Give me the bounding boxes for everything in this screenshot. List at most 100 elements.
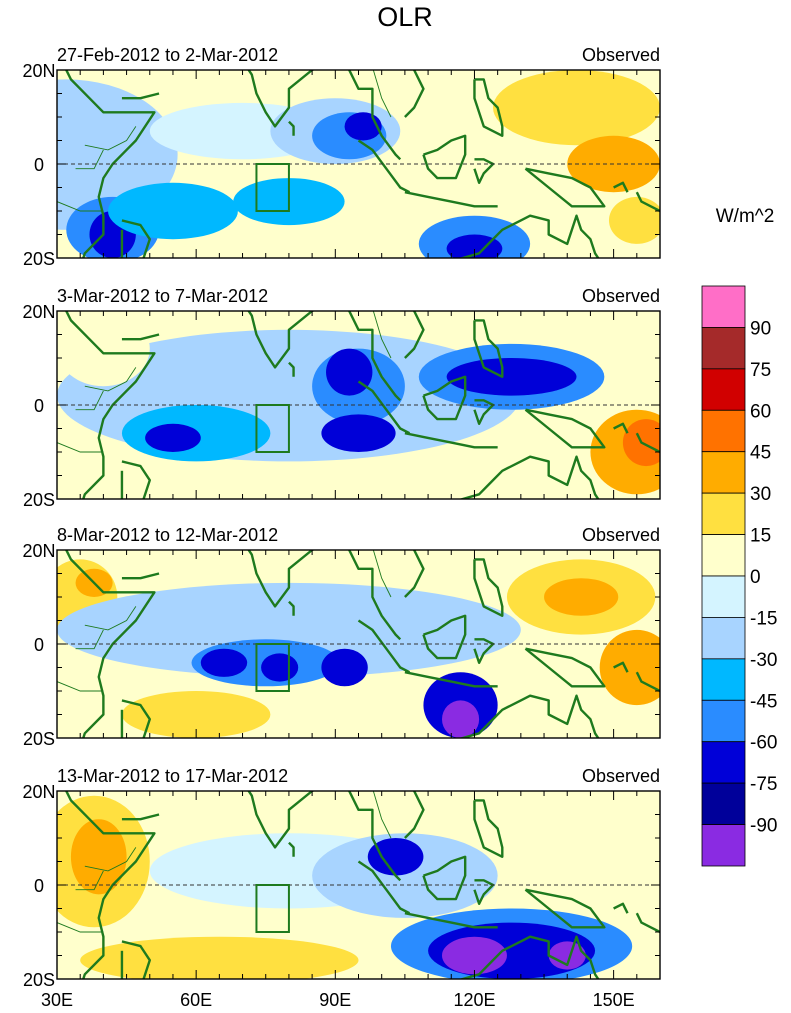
lat-tick-label: 20N (22, 541, 55, 561)
chart-title: OLR (377, 2, 433, 32)
index-box (255, 163, 290, 212)
coastline (121, 940, 151, 979)
colorbar-label: 15 (750, 526, 771, 547)
country-border (84, 606, 137, 631)
panel-period: 13-Mar-2012 to 17-Mar-2012 (57, 766, 288, 786)
lat-tick-label: 20N (22, 61, 55, 81)
colorbar-label: -30 (750, 650, 777, 671)
lon-tick-label: 90E (319, 990, 351, 1010)
olr-anomaly-2 (70, 819, 127, 895)
coastline (121, 460, 151, 499)
olr-anomaly-14 (608, 196, 660, 244)
country-border (75, 870, 104, 891)
country-border (372, 550, 392, 598)
lat-tick-label: 20N (22, 302, 55, 322)
lat-tick-label: 0 (34, 876, 44, 896)
colorbar-swatch (701, 492, 746, 535)
country-border (57, 922, 104, 933)
colorbar-label: -75 (750, 774, 777, 795)
panel-period: 3-Mar-2012 to 7-Mar-2012 (57, 286, 268, 306)
coastline (613, 422, 629, 434)
coastline (121, 92, 160, 100)
coastline (288, 120, 295, 136)
olr-anomaly-7 (261, 653, 299, 682)
olr-anomaly-4 (57, 582, 521, 677)
colorbar-label: 0 (750, 567, 761, 588)
map-panel-3: 20N 0 20S 8-Mar-2012 to 12-Mar-2012 Observed (22, 525, 661, 749)
coastline (404, 671, 498, 688)
index-box (255, 643, 290, 692)
lat-tick-label: 20S (23, 970, 55, 990)
country-border (84, 847, 137, 872)
map-panels: 20N 0 20S 27-Feb-2012 to 2-Mar-2012 Observed… (22, 45, 661, 1010)
coastline (357, 380, 411, 435)
coastline (121, 333, 160, 341)
lon-tick-label: 150E (593, 990, 635, 1010)
olr-anomaly-5 (312, 833, 498, 918)
coastline (247, 791, 315, 849)
olr-anomaly-13 (599, 629, 660, 706)
colorbar-label: -90 (750, 816, 777, 837)
coastline (422, 375, 467, 421)
colorbar-swatch (701, 409, 746, 453)
coastline (524, 167, 606, 208)
coastline (404, 311, 425, 359)
olr-anomaly-12 (493, 70, 660, 146)
lon-tick-label: 30E (41, 990, 73, 1010)
coastline (613, 902, 629, 914)
colorbar-swatch (701, 741, 746, 784)
coastline (64, 791, 156, 979)
colorbar: 90 75 60 45 30 15 0 -15 -30 -45 -60 -75 -90 (701, 285, 777, 867)
coastline (404, 550, 425, 598)
olr-anomaly-6 (200, 648, 248, 677)
lat-tick-label: 0 (34, 155, 44, 175)
olr-anomaly-6 (321, 414, 396, 453)
colorbar-swatch (701, 368, 746, 411)
colorbar-swatch (701, 285, 746, 328)
coastline (473, 78, 504, 138)
coastline (121, 219, 151, 258)
units-label: W/m^2 (716, 206, 775, 227)
colorbar-swatch (701, 782, 746, 825)
country-border (57, 442, 104, 453)
olr-anomaly-3 (121, 691, 271, 738)
olr-anomaly-3 (145, 423, 201, 452)
olr-anomaly-9 (441, 936, 507, 975)
olr-anomaly-11 (446, 234, 503, 258)
map-panel-2: 20N 0 20S 3-Mar-2012 to 7-Mar-2012 Observed (22, 286, 661, 510)
colorbar-label: 60 (750, 401, 771, 422)
colorbar-label: -45 (750, 691, 777, 712)
coastline (635, 432, 660, 454)
colorbar-swatch (701, 575, 746, 618)
coastline (458, 214, 600, 258)
contour-field (57, 311, 660, 499)
country-border (57, 681, 104, 692)
olr-anomaly-10 (441, 700, 480, 738)
olr-anomaly-10 (548, 941, 586, 970)
coastline (473, 158, 495, 185)
coastline (458, 694, 600, 738)
coastline (347, 311, 402, 402)
coastline (473, 799, 504, 858)
olr-anomaly-4 (108, 182, 238, 240)
olr-anomaly-8 (446, 358, 577, 396)
country-border (372, 311, 392, 359)
coastline (404, 791, 425, 839)
coastline (473, 638, 495, 664)
coastline (121, 572, 160, 580)
coastline (473, 319, 504, 378)
coastline (121, 813, 160, 821)
olr-anomaly-3 (80, 936, 359, 979)
olr-anomaly-8 (321, 648, 368, 687)
colorbar-label: 75 (750, 360, 771, 381)
coastline (422, 134, 467, 180)
coastline (347, 550, 402, 641)
coastline (64, 311, 156, 499)
coastline (458, 935, 600, 979)
lon-tick-label: 60E (180, 990, 212, 1010)
colorbar-swatch (701, 658, 746, 701)
country-border (84, 126, 137, 151)
olr-anomaly-11 (57, 311, 150, 387)
coastline (635, 671, 660, 693)
lat-tick-label: 20S (23, 729, 55, 749)
